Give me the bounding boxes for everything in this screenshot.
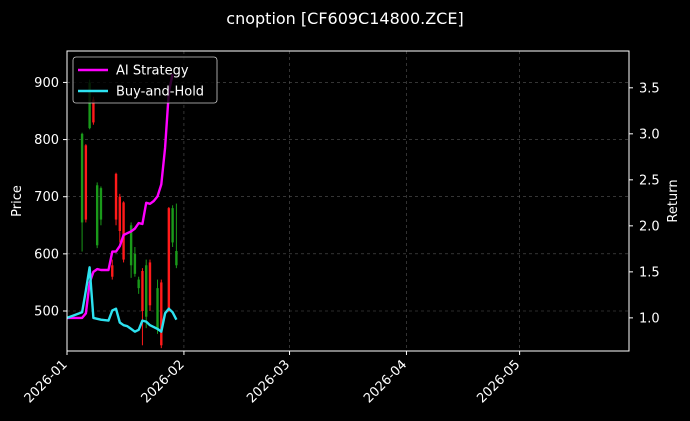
y-tick-label: 900 bbox=[34, 76, 59, 91]
legend: AI Strategy Buy-and-Hold bbox=[72, 56, 218, 104]
legend-label: AI Strategy bbox=[116, 64, 189, 79]
candle-body bbox=[145, 265, 148, 317]
candle-body bbox=[175, 251, 178, 266]
candle-body bbox=[148, 262, 152, 306]
legend-box bbox=[72, 56, 218, 104]
chart-title: cnoption [CF609C14800.ZCE] bbox=[226, 9, 463, 28]
candle-body bbox=[129, 225, 133, 266]
series-lines bbox=[66, 73, 178, 333]
candle-body bbox=[122, 202, 125, 260]
candle-body bbox=[114, 173, 118, 220]
candle-body bbox=[141, 271, 144, 311]
y2-axis-label: Return bbox=[666, 179, 681, 222]
candle-body bbox=[133, 253, 137, 274]
candle-body bbox=[84, 145, 88, 220]
y2-tick-label: 2.5 bbox=[639, 173, 660, 188]
candle-body bbox=[167, 208, 171, 309]
candle-body bbox=[118, 196, 122, 231]
candle-body bbox=[88, 82, 91, 129]
y2-tick-label: 2.0 bbox=[639, 219, 660, 234]
buy-and-hold-line bbox=[66, 266, 178, 333]
legend-label: Buy-and-Hold bbox=[116, 85, 204, 100]
candle-body bbox=[160, 282, 163, 346]
y-tick-label: 700 bbox=[34, 190, 59, 205]
candles bbox=[80, 79, 178, 349]
y2-tick-label: 3.0 bbox=[639, 127, 660, 142]
y-tick-label: 600 bbox=[34, 247, 59, 262]
y-axis-label: Price bbox=[10, 185, 25, 217]
candle-body bbox=[95, 185, 99, 246]
y-tick-label: 800 bbox=[34, 133, 59, 148]
plot-frame bbox=[66, 50, 630, 352]
y2-tick-label: 1.0 bbox=[639, 311, 660, 326]
y-tick-label: 500 bbox=[34, 305, 59, 320]
y2-tick-label: 1.5 bbox=[639, 265, 660, 280]
candle-body bbox=[171, 208, 174, 243]
y2-tick-label: 3.5 bbox=[639, 81, 660, 96]
candle-body bbox=[137, 279, 140, 289]
candle-body bbox=[156, 288, 159, 329]
candle-body bbox=[92, 99, 95, 123]
candle-body bbox=[80, 133, 84, 223]
candle-body bbox=[99, 188, 103, 220]
candle-body bbox=[111, 265, 114, 277]
